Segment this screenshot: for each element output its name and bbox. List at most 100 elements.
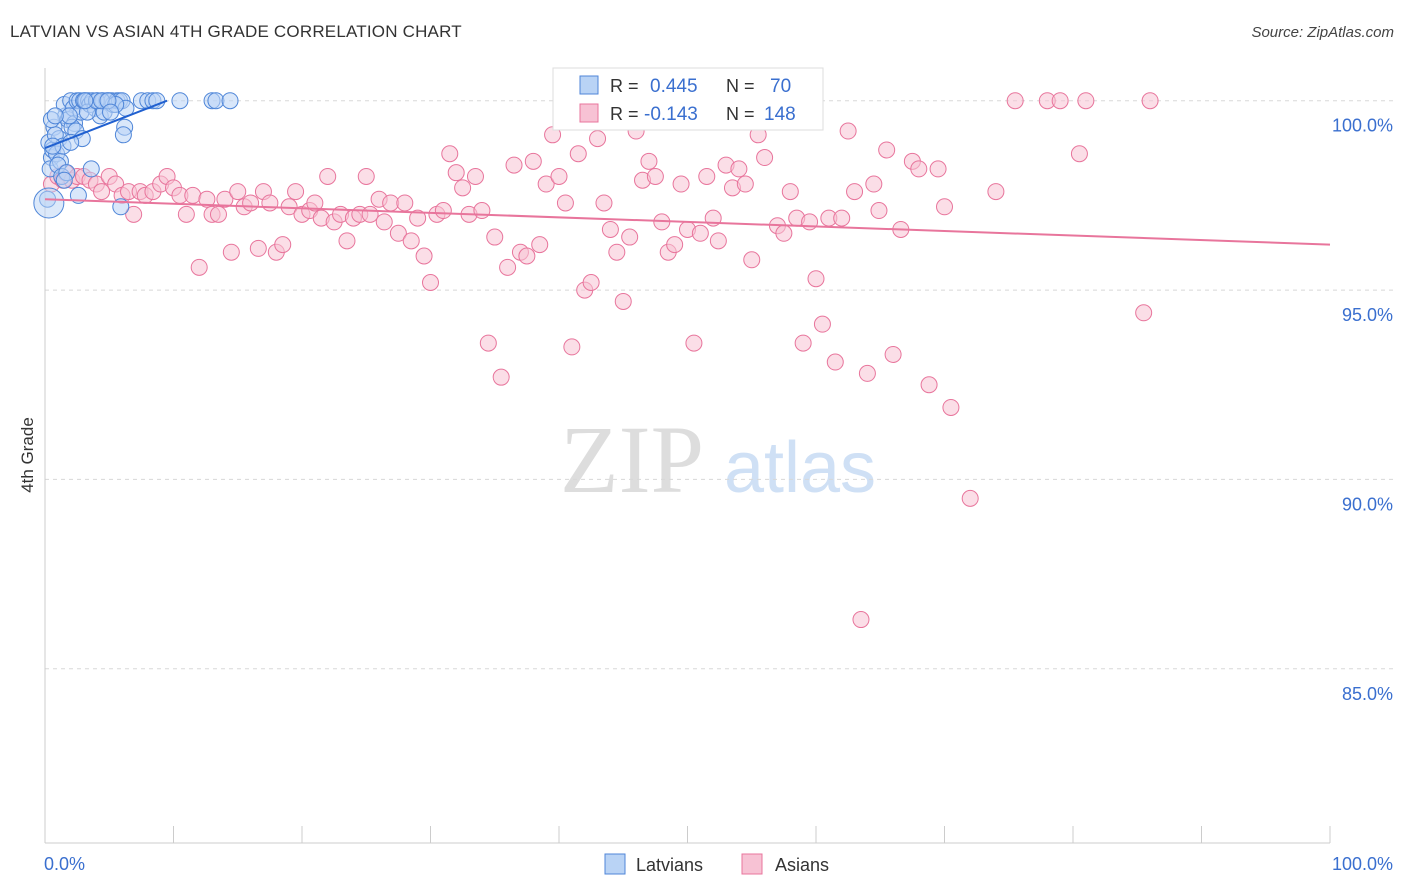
asians-point [402, 232, 420, 250]
asians-point [434, 202, 452, 220]
asians-point [589, 130, 607, 148]
legend-latvians-label: Latvians [636, 855, 703, 875]
asians-point [422, 274, 439, 292]
asians-point [261, 194, 279, 212]
y-tick-label: 90.0% [1342, 494, 1393, 514]
latvians-point [33, 187, 65, 219]
latvians-r-value: 0.445 [650, 76, 698, 97]
trend-lines [44, 99, 1331, 246]
asians-point [287, 183, 305, 201]
asians-point [646, 167, 664, 185]
latvians-point [82, 160, 100, 178]
asians-point [447, 164, 465, 182]
asians-point [987, 183, 1005, 201]
asians-point [338, 232, 356, 250]
asians-point [454, 179, 472, 197]
asians-point [274, 236, 292, 254]
asians-point [184, 186, 202, 204]
latvians-point [76, 92, 94, 110]
latvians-point [102, 103, 120, 121]
asians-point [870, 202, 888, 220]
asians-point [794, 334, 812, 352]
chart-title: LATVIAN VS ASIAN 4TH GRADE CORRELATION C… [10, 22, 462, 41]
asians-point [524, 152, 542, 170]
asians-point [614, 292, 632, 310]
asians-point [743, 251, 761, 269]
y-tick-label: 95.0% [1342, 305, 1393, 325]
asians-point [222, 243, 240, 261]
asians-trend-line [44, 198, 1331, 246]
asians-point [807, 270, 825, 288]
asians-point [396, 194, 414, 212]
asians-n-value: 148 [764, 104, 796, 125]
asians-r-label: R = [610, 104, 639, 124]
asians-n-label: N = [726, 104, 755, 124]
asians-point [801, 213, 819, 231]
asians-point [242, 194, 260, 212]
asians-point [466, 167, 484, 185]
latvians-point [46, 107, 64, 125]
asians-point [306, 194, 324, 212]
stats-legend: R = 0.445 N = 70 R = -0.143 N = 148 [552, 67, 824, 131]
asians-point [569, 145, 587, 163]
asians-point [1070, 145, 1088, 163]
asians-swatch [579, 103, 599, 123]
asians-point [730, 160, 748, 178]
asians-point [550, 167, 568, 185]
latvians-swatch [579, 75, 599, 95]
asians-point [781, 183, 799, 201]
asians-point [698, 167, 716, 185]
asians-point [910, 160, 928, 178]
asians-point [1051, 92, 1069, 110]
asians-point [499, 258, 517, 276]
asians-point [441, 145, 459, 163]
latvians-trend-line [44, 99, 168, 149]
asians-point [531, 236, 549, 254]
asians-point [858, 364, 876, 382]
legend-latvians-swatch [604, 853, 626, 875]
asians-point [486, 228, 504, 246]
x-tick-label: 100.0% [1332, 854, 1393, 874]
legend-asians-label: Asians [775, 855, 829, 875]
asians-point [929, 160, 947, 178]
asians-point [198, 190, 216, 208]
asians-point [601, 220, 619, 238]
latvians-point [171, 92, 189, 110]
latvians-point [114, 126, 132, 144]
latvians-point [60, 107, 78, 125]
asians-point [1141, 92, 1159, 110]
asians-point [839, 122, 857, 140]
asians-point [389, 224, 407, 242]
asians-point [229, 183, 247, 201]
asians-point [357, 167, 375, 185]
asians-point [93, 183, 111, 201]
asians-point [249, 239, 267, 257]
asians-point [190, 258, 208, 276]
y-tick-label: 85.0% [1342, 684, 1393, 704]
latvians-point [55, 171, 73, 189]
asians-point [582, 274, 600, 292]
watermark-atlas: atlas [724, 428, 876, 508]
asians-point [505, 156, 523, 174]
asians-point [846, 183, 864, 201]
asians-point [878, 141, 896, 159]
latvians-point [44, 137, 62, 155]
asians-point [640, 152, 658, 170]
asians-point [361, 205, 379, 223]
asians-point [942, 398, 960, 416]
asians-point [826, 353, 844, 371]
data-points [33, 92, 1159, 629]
asians-point [1006, 92, 1024, 110]
asians-point [709, 232, 727, 250]
asians-point [209, 205, 227, 223]
latvians-n-value: 70 [770, 76, 791, 97]
asians-point [621, 228, 639, 246]
asians-point [775, 224, 793, 242]
asians-point [1135, 304, 1153, 322]
asians-point [563, 338, 581, 356]
asians-point [865, 175, 883, 193]
series-legend: Latvians Asians [604, 853, 829, 875]
latvians-point [221, 92, 239, 110]
asians-point [936, 198, 953, 216]
